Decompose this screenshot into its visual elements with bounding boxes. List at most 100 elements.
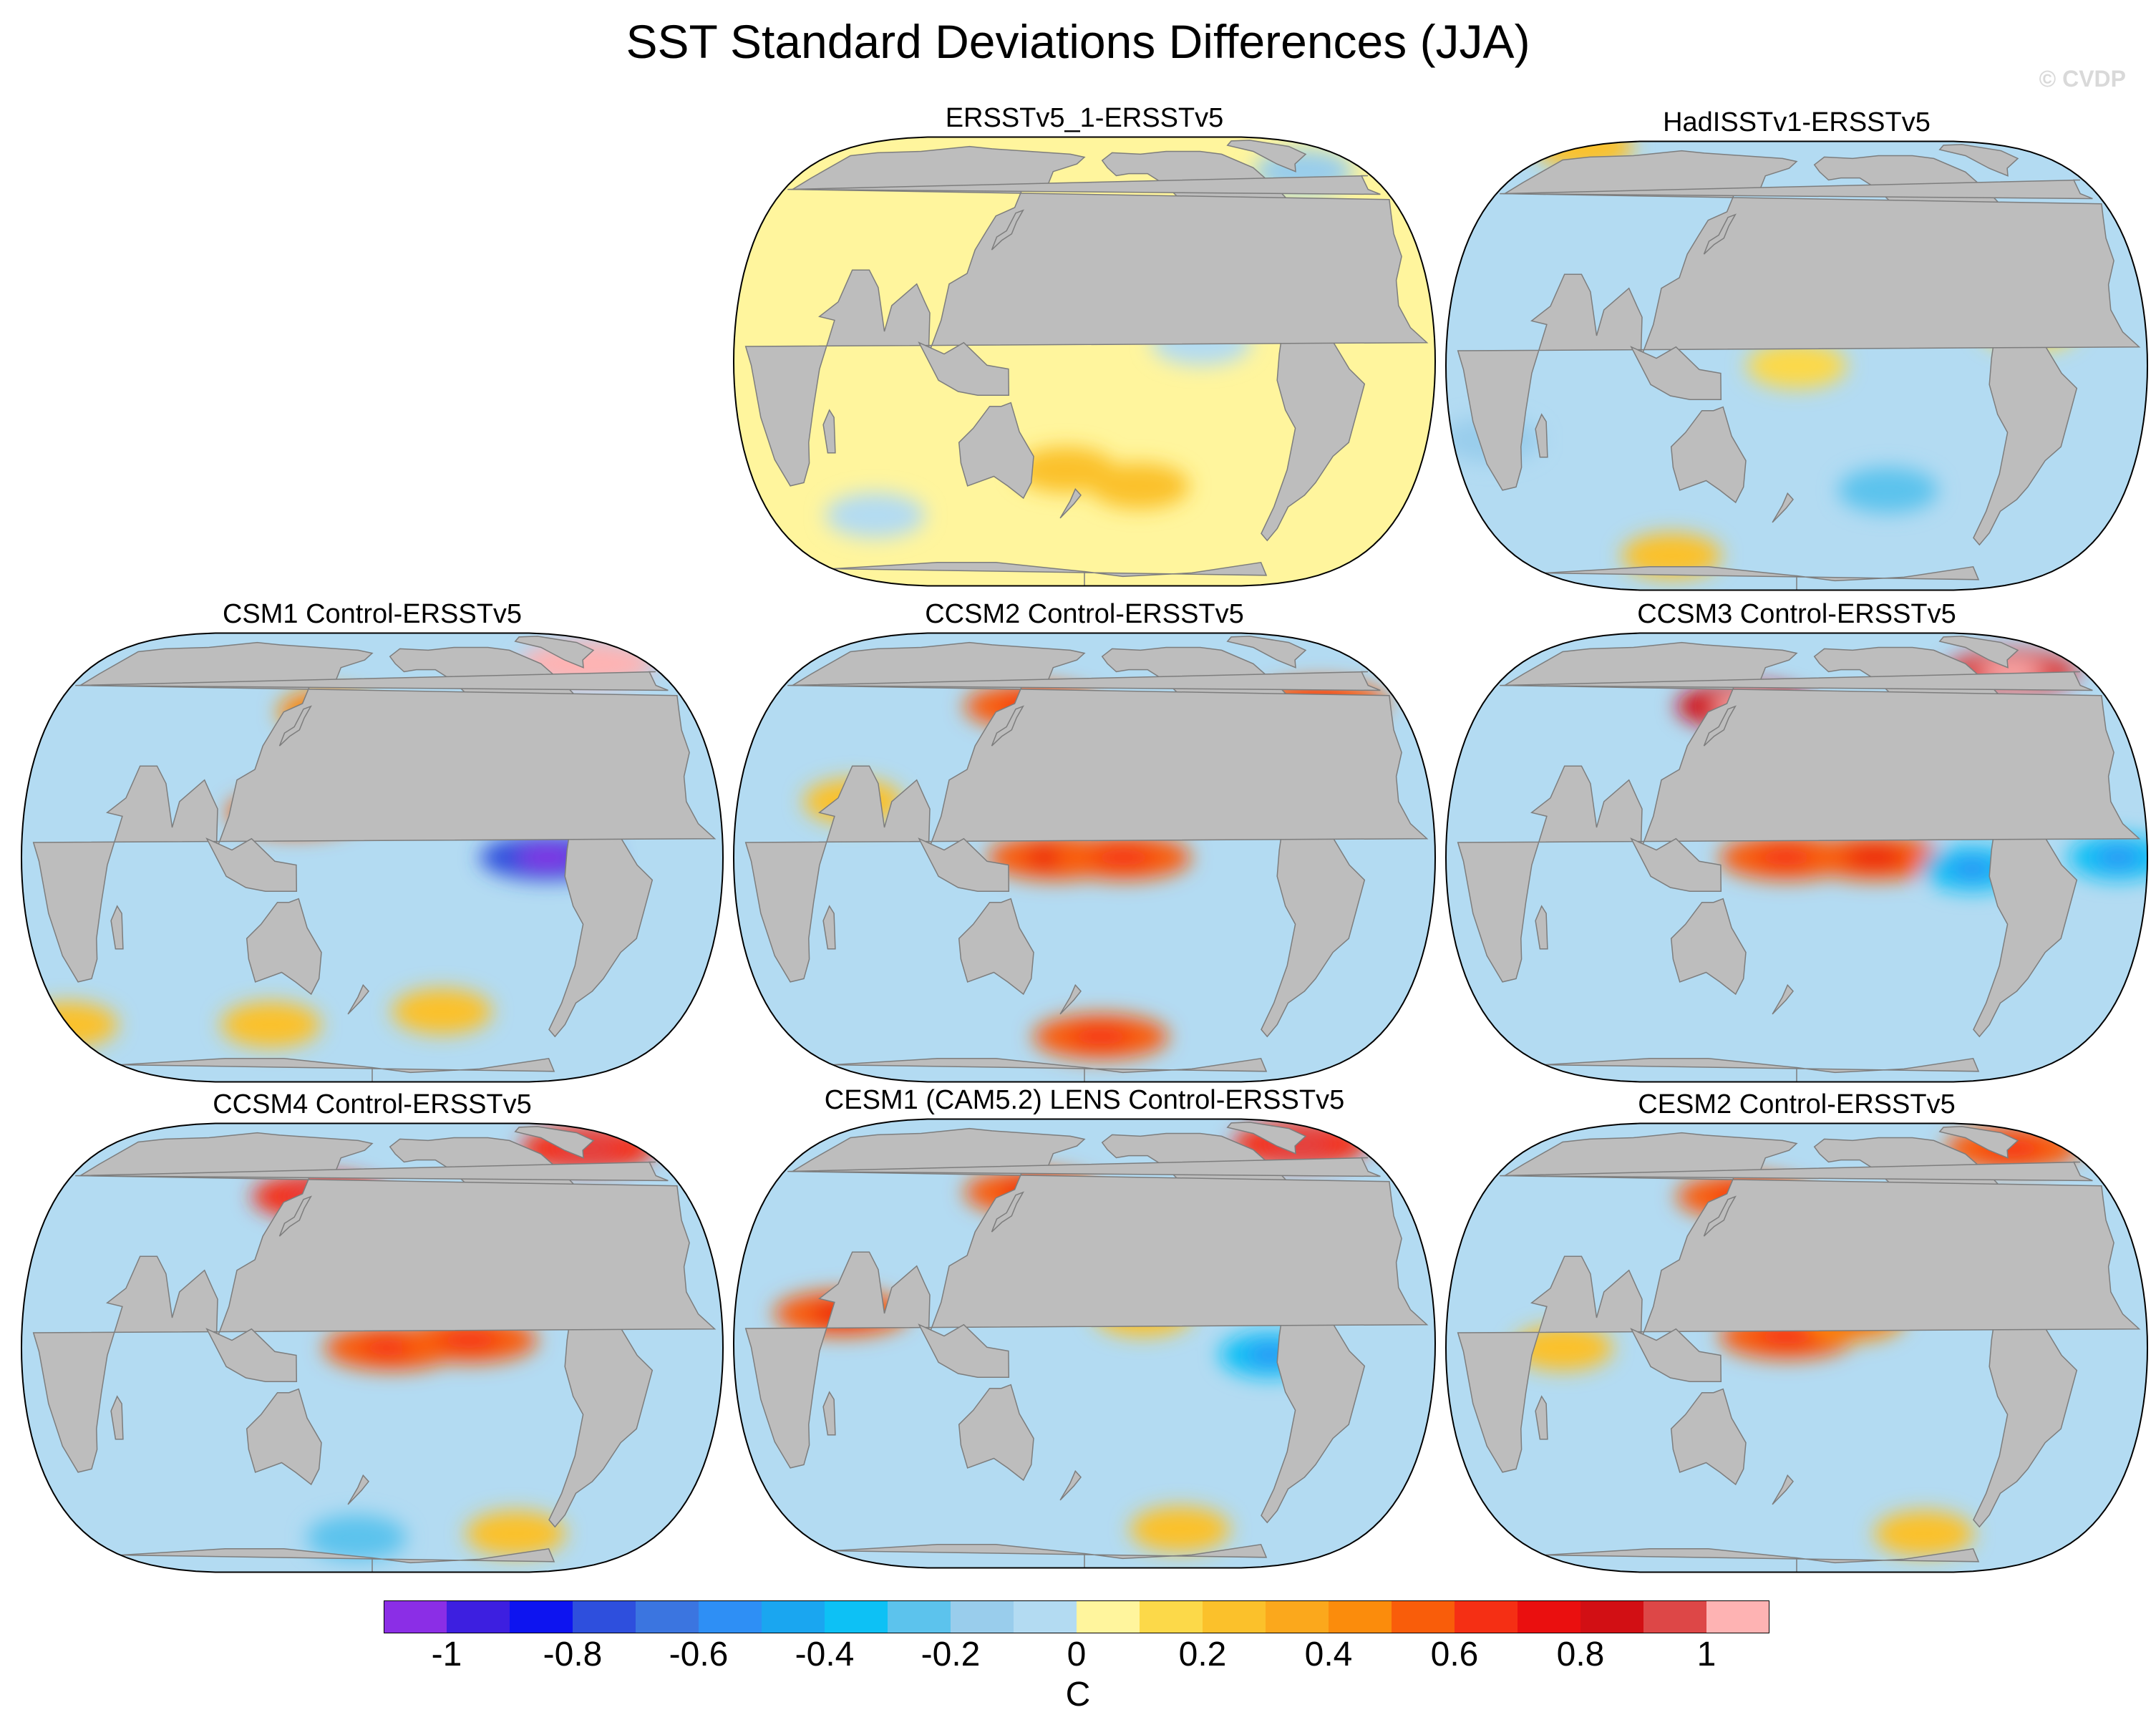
figure-title: SST Standard Deviations Differences (JJA… <box>626 15 1530 68</box>
land-new-zealand <box>347 983 369 1015</box>
land-greenland <box>1226 140 1307 172</box>
anomaly-region <box>1747 343 1847 389</box>
land-new-zealand <box>1772 492 1794 523</box>
land-greenland <box>1226 1122 1307 1155</box>
land-antarctica <box>832 1057 1268 1082</box>
land-south-america <box>1973 324 2078 546</box>
land-antarctica <box>1544 565 1980 591</box>
land-japan <box>1703 705 1737 747</box>
colorbar-tick-label: 1 <box>1696 1636 1716 1673</box>
colorbar-tick-label: -0.8 <box>543 1636 603 1673</box>
land-antarctica <box>832 1543 1268 1568</box>
colorbar-swatch <box>1455 1600 1518 1633</box>
land-new-zealand <box>1772 1474 1794 1505</box>
land-south-america <box>548 815 654 1038</box>
colorbar <box>384 1600 1769 1633</box>
colorbar-swatch <box>825 1600 888 1633</box>
land-australia <box>1670 898 1747 996</box>
land-madagascar <box>822 1391 836 1436</box>
anomaly-region <box>1837 467 1938 513</box>
land-british-isles <box>75 1161 669 1182</box>
land-south-america <box>1973 815 2078 1038</box>
anomaly-core <box>1092 847 1155 868</box>
colorbar-swatch <box>1392 1600 1455 1633</box>
colorbar-swatch <box>1014 1600 1077 1633</box>
map-outline <box>732 136 1437 587</box>
land-indonesia <box>205 837 298 892</box>
land-new-zealand <box>1059 487 1082 519</box>
colorbar-swatch <box>1643 1600 1706 1633</box>
map-panel-csm1: CSM1 Control-ERSSTv5 <box>14 598 730 1083</box>
map-outline <box>20 1122 724 1573</box>
colorbar-outline <box>384 1600 1769 1633</box>
colorbar-tick-label: -0.4 <box>795 1636 855 1673</box>
map <box>20 632 724 1083</box>
map <box>1444 1122 2149 1573</box>
land-british-isles <box>1500 179 2093 200</box>
map-outline <box>1444 1122 2149 1573</box>
colorbar-swatch <box>1580 1600 1643 1633</box>
map-outline <box>20 632 724 1083</box>
panel-title: CESM1 (CAM5.2) LENS Control-ERSSTv5 <box>824 1085 1345 1115</box>
land-indonesia <box>1630 346 1722 400</box>
map-panel-ersstv5-1: ERSSTv5_1-ERSSTv5 <box>727 102 1442 587</box>
colorbar-swatch <box>1518 1600 1580 1633</box>
land-antarctica <box>1544 1057 1980 1082</box>
land-madagascar <box>1535 1395 1548 1440</box>
map-outline <box>732 632 1437 1083</box>
land-indonesia <box>918 837 1010 892</box>
colorbar-tick-label: 0.2 <box>1178 1636 1227 1673</box>
anomaly-core <box>2095 847 2141 868</box>
colorbar-swatch <box>1077 1600 1140 1633</box>
land-australia <box>958 898 1034 996</box>
land-madagascar <box>110 1395 124 1440</box>
colorbar-swatch <box>1706 1600 1769 1633</box>
map <box>1444 632 2149 1083</box>
land-australia <box>246 898 322 996</box>
land-australia <box>1670 406 1747 504</box>
map-panel-hadisst: HadISSTv1-ERSSTv5 <box>1439 106 2155 591</box>
land-new-zealand <box>1772 983 1794 1015</box>
colorbar-swatch <box>1140 1600 1203 1633</box>
land-japan <box>991 209 1024 251</box>
colorbar-swatch <box>573 1600 636 1633</box>
colorbar-swatch <box>636 1600 699 1633</box>
colorbar-tick-label: -0.2 <box>921 1636 981 1673</box>
map-outline <box>1444 140 2149 591</box>
land-eurasia-africa <box>32 1132 717 1473</box>
land-antarctica <box>832 561 1268 586</box>
land-greenland <box>1938 636 2019 669</box>
panel-title: HadISSTv1-ERSSTv5 <box>1663 107 1931 137</box>
cvdp-watermark: © CVDP <box>2039 66 2126 92</box>
map <box>732 136 1437 587</box>
panel-title: ERSSTv5_1-ERSSTv5 <box>945 103 1224 133</box>
land-australia <box>1670 1388 1747 1486</box>
land-madagascar <box>1535 413 1548 458</box>
colorbar-unit-label: C <box>1065 1676 1091 1714</box>
anomaly-core <box>1070 1026 1132 1047</box>
land-new-zealand <box>1059 1469 1082 1501</box>
map-panel-cesm2: CESM2 Control-ERSSTv5 <box>1439 1088 2155 1573</box>
land-eurasia-africa <box>32 641 717 983</box>
panel-title: CCSM2 Control-ERSSTv5 <box>925 599 1244 629</box>
map-panel-ccsm3: CCSM3 Control-ERSSTv5 <box>1439 598 2155 1083</box>
colorbar-swatch <box>384 1600 447 1633</box>
land-japan <box>991 1191 1024 1233</box>
land-madagascar <box>1535 905 1548 950</box>
panel-title: CCSM4 Control-ERSSTv5 <box>213 1089 532 1119</box>
anomaly-region <box>465 1510 566 1557</box>
panel-title: CESM2 Control-ERSSTv5 <box>1638 1089 1956 1119</box>
colorbar-swatch <box>447 1600 510 1633</box>
land-british-isles <box>1500 671 2093 691</box>
panel-title: CCSM3 Control-ERSSTv5 <box>1637 599 1956 629</box>
land-japan <box>991 705 1024 747</box>
anomaly-region <box>1130 1506 1230 1552</box>
land-eurasia-africa <box>744 641 1429 983</box>
map <box>732 1118 1437 1569</box>
anomaly-core <box>1844 847 1905 868</box>
land-japan <box>278 1195 312 1237</box>
colorbar-swatch <box>1203 1600 1266 1633</box>
land-south-america <box>1261 1301 1366 1524</box>
land-british-isles <box>1500 1161 2093 1182</box>
land-indonesia <box>1630 837 1722 892</box>
